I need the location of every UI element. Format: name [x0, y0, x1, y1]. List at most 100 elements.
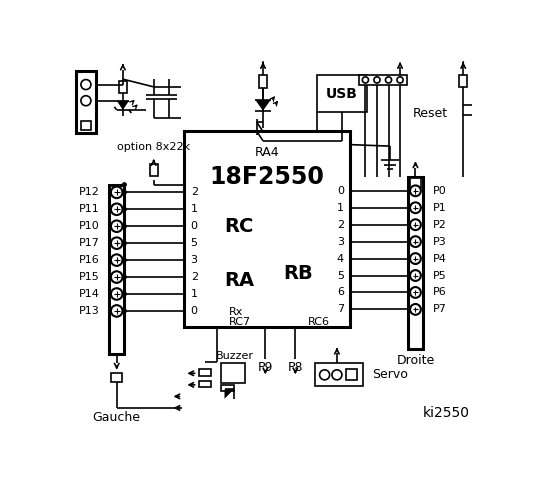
Circle shape	[122, 191, 126, 194]
Text: 2: 2	[191, 272, 198, 282]
Text: 0: 0	[191, 306, 197, 316]
Bar	[199, 381, 211, 387]
Text: 5: 5	[337, 271, 344, 280]
Polygon shape	[117, 101, 129, 110]
Bar	[119, 81, 127, 93]
Circle shape	[122, 275, 126, 279]
Text: 4: 4	[337, 253, 344, 264]
Text: P8: P8	[288, 361, 303, 374]
Text: P11: P11	[79, 204, 100, 214]
Text: 1: 1	[337, 203, 344, 213]
Circle shape	[410, 185, 421, 196]
Text: P4: P4	[432, 253, 446, 264]
Circle shape	[111, 187, 122, 198]
Text: P12: P12	[79, 187, 100, 197]
Bar	[185, 131, 350, 327]
Text: P14: P14	[79, 289, 100, 299]
Circle shape	[410, 253, 421, 264]
Text: RB: RB	[283, 264, 313, 283]
Text: P16: P16	[79, 255, 100, 265]
Text: 1: 1	[191, 204, 197, 214]
Text: P7: P7	[432, 304, 446, 314]
Text: option 8x22k: option 8x22k	[117, 142, 190, 152]
Bar	[346, 370, 357, 380]
Circle shape	[111, 305, 122, 317]
Bar	[199, 370, 211, 376]
Bar	[315, 363, 363, 386]
Circle shape	[320, 370, 330, 380]
Bar	[410, 179, 421, 188]
Text: P1: P1	[432, 203, 446, 213]
Text: 6: 6	[337, 288, 344, 298]
Text: Servo: Servo	[372, 368, 408, 381]
Text: P6: P6	[432, 288, 446, 298]
Text: Rx: Rx	[229, 307, 243, 317]
Circle shape	[111, 220, 122, 232]
Circle shape	[81, 96, 91, 106]
Circle shape	[122, 241, 126, 245]
Circle shape	[122, 224, 126, 228]
Bar	[408, 177, 423, 348]
Text: 3: 3	[191, 255, 197, 265]
Circle shape	[122, 183, 126, 187]
Bar	[359, 74, 407, 85]
Circle shape	[111, 204, 122, 215]
Text: Reset: Reset	[413, 107, 448, 120]
Text: RC: RC	[225, 217, 254, 237]
Text: RA: RA	[225, 271, 254, 290]
Text: 7: 7	[337, 304, 344, 314]
Text: P3: P3	[432, 237, 446, 247]
Text: P17: P17	[79, 238, 100, 248]
Circle shape	[122, 258, 126, 262]
Text: 2: 2	[337, 220, 344, 230]
Bar	[109, 185, 124, 354]
Text: P2: P2	[432, 220, 446, 230]
Circle shape	[410, 203, 421, 213]
Circle shape	[374, 77, 380, 83]
Bar	[221, 385, 234, 391]
Circle shape	[410, 270, 421, 281]
Text: RC7: RC7	[229, 317, 251, 327]
Text: 2: 2	[191, 187, 198, 197]
Text: P0: P0	[432, 186, 446, 196]
Circle shape	[122, 292, 126, 296]
Polygon shape	[255, 100, 271, 111]
Text: RC6: RC6	[307, 317, 330, 327]
Text: 3: 3	[337, 237, 344, 247]
Circle shape	[397, 77, 403, 83]
Circle shape	[122, 309, 126, 313]
Circle shape	[385, 77, 392, 83]
Circle shape	[332, 370, 342, 380]
Bar	[150, 164, 158, 176]
Text: RA4: RA4	[255, 146, 280, 159]
Bar	[221, 363, 244, 383]
Text: USB: USB	[326, 87, 358, 101]
Text: 18F2550: 18F2550	[210, 165, 325, 189]
Circle shape	[122, 207, 126, 211]
Text: ki2550: ki2550	[422, 407, 469, 420]
Circle shape	[111, 238, 122, 249]
Circle shape	[410, 219, 421, 230]
Circle shape	[410, 304, 421, 315]
Circle shape	[111, 288, 122, 300]
Bar	[259, 75, 267, 88]
Text: P9: P9	[258, 361, 273, 374]
Bar	[76, 72, 96, 133]
Text: P5: P5	[432, 271, 446, 280]
Text: P10: P10	[79, 221, 100, 231]
Text: Gauche: Gauche	[93, 411, 140, 424]
Text: Droite: Droite	[397, 354, 435, 368]
Text: 0: 0	[191, 221, 197, 231]
Text: 0: 0	[337, 186, 344, 196]
Circle shape	[111, 271, 122, 283]
Text: 5: 5	[191, 238, 197, 248]
Circle shape	[410, 236, 421, 247]
Polygon shape	[225, 389, 234, 399]
Bar	[111, 372, 122, 382]
Text: P15: P15	[79, 272, 100, 282]
Bar	[317, 75, 367, 112]
Bar	[460, 74, 467, 87]
Text: 1: 1	[191, 289, 197, 299]
Text: P13: P13	[79, 306, 100, 316]
Circle shape	[410, 287, 421, 298]
